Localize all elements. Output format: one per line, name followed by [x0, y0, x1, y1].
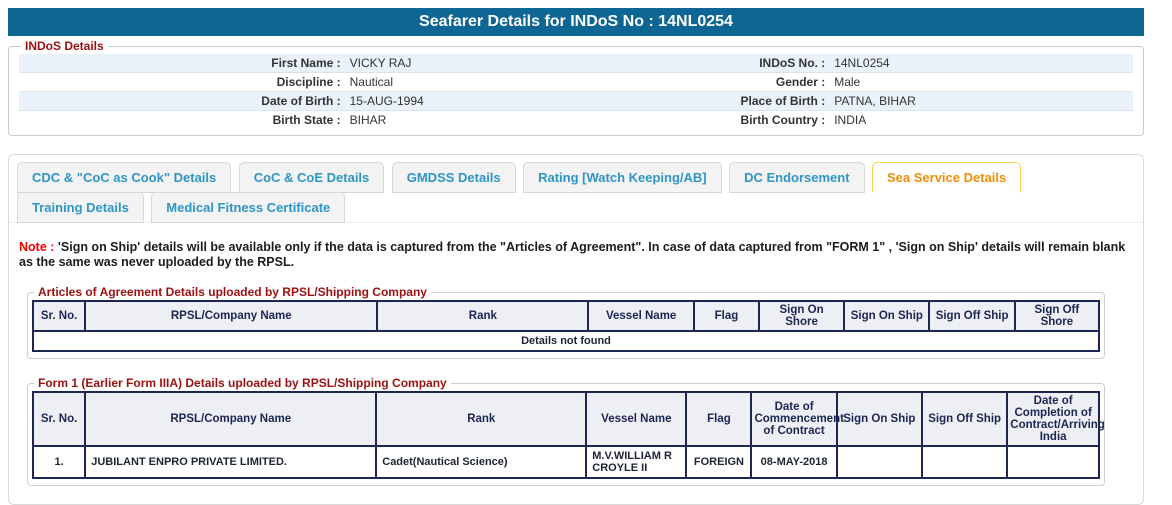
tab-sea-service-details[interactable]: Sea Service Details	[872, 162, 1022, 193]
indos-details-legend: INDoS Details	[25, 39, 104, 53]
indos-details-section: INDoS Details First Name : VICKY RAJ IND…	[8, 39, 1144, 136]
tab-cdc-coc-as-cook-details[interactable]: CDC & "CoC as Cook" Details	[17, 162, 232, 193]
col-vessel-name: Vessel Name	[587, 300, 695, 332]
cell-rank: Cadet(Nautical Science)	[375, 445, 588, 479]
articles-table: Sr. No. RPSL/Company Name Rank Vessel Na…	[31, 300, 1101, 352]
cell-date-commencement: 08-MAY-2018	[750, 445, 838, 479]
indos-no-label: INDoS No. :	[759, 56, 826, 70]
cell-vessel-name: M.V.WILLIAM R CROYLE II	[585, 445, 688, 479]
place-of-birth-label: Place of Birth :	[740, 94, 826, 108]
articles-legend: Articles of Agreement Details uploaded b…	[38, 285, 427, 299]
tab-training-details[interactable]: Training Details	[17, 192, 144, 223]
col-sign-off-ship: Sign Off Ship	[920, 391, 1009, 447]
indos-no-value: 14NL0254	[834, 56, 890, 70]
tab-rating-watch-keeping-ab[interactable]: Rating [Watch Keeping/AB]	[523, 162, 722, 193]
discipline-label: Discipline :	[276, 75, 341, 89]
tabs-panel: CDC & "CoC as Cook" Details CoC & CoE De…	[8, 154, 1144, 505]
tab-strip: CDC & "CoC as Cook" Details CoC & CoE De…	[9, 162, 1143, 223]
col-sr-no: Sr. No.	[31, 300, 87, 332]
col-rpsl-company: RPSL/Company Name	[84, 300, 379, 332]
col-vessel-name: Vessel Name	[585, 391, 688, 447]
birth-country-value: INDIA	[834, 113, 867, 127]
dob-value: 15-AUG-1994	[349, 94, 424, 108]
gender-value: Male	[834, 75, 861, 89]
col-rpsl-company: RPSL/Company Name	[84, 391, 378, 447]
col-sign-on-shore: Sign On Shore	[757, 300, 846, 332]
page-title: Seafarer Details for INDoS No : 14NL0254	[8, 8, 1144, 36]
place-of-birth-value: PATNA, BIHAR	[834, 94, 916, 108]
birth-country-label: Birth Country :	[740, 113, 826, 127]
col-sign-off-shore: Sign Off Shore	[1013, 300, 1101, 332]
cell-date-completion	[1006, 445, 1100, 479]
tab-dc-endorsement[interactable]: DC Endorsement	[729, 162, 865, 193]
form1-data-row: 1. JUBILANT ENPRO PRIVATE LIMITED. Cadet…	[31, 445, 1100, 479]
col-date-completion: Date of Completion of Contract/Arriving …	[1006, 391, 1105, 447]
cell-rpsl-company: JUBILANT ENPRO PRIVATE LIMITED.	[84, 445, 378, 479]
form1-header-row: Sr. No. RPSL/Company Name Rank Vessel Na…	[31, 391, 1105, 447]
articles-header-row: Sr. No. RPSL/Company Name Rank Vessel Na…	[31, 300, 1101, 332]
first-name-value: VICKY RAJ	[349, 56, 412, 70]
form1-legend: Form 1 (Earlier Form IIIA) Details uploa…	[38, 376, 447, 390]
tab-coc-coe-details[interactable]: CoC & CoE Details	[238, 162, 385, 193]
form1-section: Form 1 (Earlier Form IIIA) Details uploa…	[27, 376, 1105, 486]
col-flag: Flag	[685, 391, 753, 447]
spacer	[8, 136, 1144, 154]
col-sign-off-ship: Sign Off Ship	[928, 300, 1016, 332]
cell-flag: FOREIGN	[685, 445, 753, 479]
birth-state-value: BIHAR	[349, 113, 387, 127]
cell-sr-no: 1.	[31, 445, 87, 479]
articles-empty-row: Details not found	[32, 330, 1100, 352]
col-flag: Flag	[692, 300, 760, 332]
col-rank: Rank	[376, 300, 590, 332]
indos-row-birth: Date of Birth : 15-AUG-1994 Place of Bir…	[19, 92, 1133, 111]
birth-state-label: Birth State :	[272, 113, 341, 127]
col-sr-no: Sr. No.	[31, 391, 87, 447]
col-sign-on-ship: Sign On Ship	[843, 300, 931, 332]
details-not-found-message: Details not found	[32, 330, 1100, 352]
form1-table: Sr. No. RPSL/Company Name Rank Vessel Na…	[31, 391, 1105, 479]
gender-label: Gender :	[775, 75, 826, 89]
sign-on-ship-note: Note : 'Sign on Ship' details will be av…	[19, 240, 1133, 270]
col-date-commencement: Date of Commencement of Contract	[750, 391, 844, 447]
tab-gmdss-details[interactable]: GMDSS Details	[391, 162, 516, 193]
tab-medical-fitness-certificate[interactable]: Medical Fitness Certificate	[151, 192, 346, 223]
note-text: 'Sign on Ship' details will be available…	[19, 240, 1126, 269]
col-sign-on-ship: Sign On Ship	[835, 391, 924, 447]
indos-row-state: Birth State : BIHAR Birth Country : INDI…	[19, 111, 1133, 129]
articles-of-agreement-section: Articles of Agreement Details uploaded b…	[27, 285, 1105, 359]
discipline-value: Nautical	[349, 75, 393, 89]
indos-row-discipline: Discipline : Nautical Gender : Male	[19, 73, 1133, 92]
note-prefix: Note :	[19, 240, 55, 254]
col-rank: Rank	[375, 391, 588, 447]
cell-sign-off-ship	[920, 445, 1009, 479]
indos-row-name: First Name : VICKY RAJ INDoS No. : 14NL0…	[19, 54, 1133, 73]
cell-sign-on-ship	[835, 445, 924, 479]
dob-label: Date of Birth :	[261, 94, 341, 108]
first-name-label: First Name :	[271, 56, 341, 70]
